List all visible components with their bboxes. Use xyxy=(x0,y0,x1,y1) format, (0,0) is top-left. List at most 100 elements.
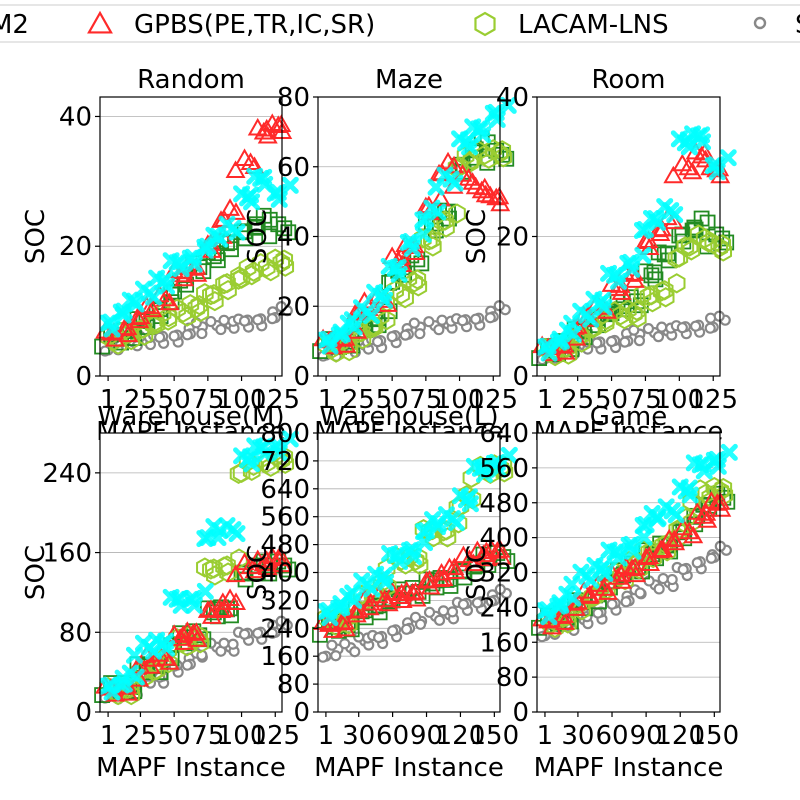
y-tick-label: 240 xyxy=(42,459,92,489)
gray-circle-point xyxy=(706,324,715,333)
y-tick-label: 0 xyxy=(293,698,310,728)
y-axis-label: SOC xyxy=(243,209,273,264)
gray-circle-point xyxy=(691,322,700,331)
gray-circle-point xyxy=(607,337,616,346)
x-tick-label: 125 xyxy=(688,385,738,415)
subplot-title: Game xyxy=(590,402,667,432)
y-tick-label: 0 xyxy=(293,362,310,392)
y-axis-label: SOC xyxy=(462,209,492,264)
subplot-title: Warehouse(L) xyxy=(319,402,498,432)
x-tick-label: 30 xyxy=(342,721,375,751)
x-tick-label: 25 xyxy=(124,721,157,751)
legend-label: GPBS(PE,TR,IC,SR) xyxy=(134,10,375,40)
gray-circle-point xyxy=(668,575,677,584)
y-tick-label: 160 xyxy=(479,628,529,658)
gray-circle-point xyxy=(448,607,457,616)
gray-circle-point xyxy=(327,641,336,650)
gray-circle-point xyxy=(439,606,448,615)
subplot-title: Maze xyxy=(375,65,443,95)
y-tick-label: 560 xyxy=(260,503,310,533)
y-tick-label: 0 xyxy=(75,698,92,728)
y-tick-label: 640 xyxy=(479,419,529,449)
subplot-title: Room xyxy=(591,65,665,95)
y-tick-label: 40 xyxy=(496,83,529,113)
gray-circle-point xyxy=(434,325,443,334)
gray-circle-point xyxy=(183,330,192,339)
gray-circle-point xyxy=(318,653,327,662)
legend-label: M2 xyxy=(0,10,29,40)
y-tick-label: 20 xyxy=(277,292,310,322)
x-tick-label: 60 xyxy=(376,721,409,751)
gray-circle-point xyxy=(388,626,397,635)
gray-circle-point xyxy=(229,640,238,649)
gray-circle-point xyxy=(183,661,192,670)
gray-circle-point xyxy=(415,329,424,338)
x-axis-label: MAPF Instance xyxy=(96,753,286,783)
legend-label: S xyxy=(795,10,800,40)
gray-circle-point xyxy=(654,332,663,341)
gray-circle-point xyxy=(644,324,653,333)
gray-circle-point xyxy=(220,316,229,325)
gray-circle-point xyxy=(592,339,601,348)
gray-circle-point xyxy=(220,639,229,648)
gray-circle-point xyxy=(410,319,419,328)
legend-frame xyxy=(0,5,800,42)
y-tick-label: 80 xyxy=(277,670,310,700)
gray-circle-point xyxy=(402,625,411,634)
legend-item: M2 xyxy=(0,10,29,40)
gray-circle-point xyxy=(471,315,480,324)
gray-circle-point xyxy=(678,323,687,332)
legend-label: LACAM-LNS xyxy=(518,10,669,40)
gray-circle-point xyxy=(331,651,340,660)
x-tick-label: 1 xyxy=(318,721,335,751)
gray-circle-point xyxy=(425,608,434,617)
gray-circle-point xyxy=(350,647,359,656)
gray-circle-point xyxy=(416,620,425,629)
subplot-title: Random xyxy=(137,65,245,95)
gray-circle-point xyxy=(388,332,397,341)
gray-circle-point xyxy=(659,574,668,583)
x-tick-label: 1 xyxy=(100,721,117,751)
y-tick-label: 80 xyxy=(277,83,310,113)
subplot-title: Warehouse(M) xyxy=(97,402,284,432)
gray-circle-point xyxy=(253,315,262,324)
y-tick-label: 40 xyxy=(59,102,92,132)
y-tick-label: 80 xyxy=(59,618,92,648)
y-tick-label: 20 xyxy=(59,232,92,262)
gray-circle-point xyxy=(655,584,664,593)
gray-circle-point xyxy=(170,332,179,341)
x-tick-label: 60 xyxy=(595,721,628,751)
y-tick-label: 20 xyxy=(496,223,529,253)
y-axis-label: SOC xyxy=(21,545,51,600)
gray-circle-point xyxy=(374,633,383,642)
gray-circle-point xyxy=(635,336,644,345)
x-tick-label: 1 xyxy=(537,721,554,751)
gray-circle-point xyxy=(373,337,382,346)
gray-circle-point xyxy=(486,313,495,322)
gray-circle-point xyxy=(206,317,215,326)
gray-circle-point xyxy=(438,316,447,325)
y-tick-label: 0 xyxy=(512,698,529,728)
gray-circle-point xyxy=(657,323,666,332)
gray-circle-point xyxy=(608,600,617,609)
gray-circle-point xyxy=(693,558,702,567)
gray-circle-point xyxy=(715,312,724,321)
y-axis-label: SOC xyxy=(243,545,273,600)
gray-circle-point xyxy=(495,301,504,310)
gray-circle-point xyxy=(268,314,277,323)
y-tick-label: 0 xyxy=(75,362,92,392)
gray-circle-point xyxy=(459,600,468,609)
y-tick-label: 640 xyxy=(260,475,310,505)
gray-circle-point xyxy=(620,338,629,347)
gray-circle-point xyxy=(458,316,467,325)
y-axis-label: SOC xyxy=(21,209,51,264)
y-tick-label: 800 xyxy=(260,419,310,449)
x-tick-label: 1 xyxy=(537,385,554,415)
gray-circle-point xyxy=(240,630,249,639)
gray-circle-point xyxy=(340,639,349,648)
x-axis-label: MAPF Instance xyxy=(534,753,724,783)
gray-circle-point xyxy=(240,317,249,326)
gray-circle-point xyxy=(197,329,206,338)
y-tick-label: 480 xyxy=(479,489,529,519)
